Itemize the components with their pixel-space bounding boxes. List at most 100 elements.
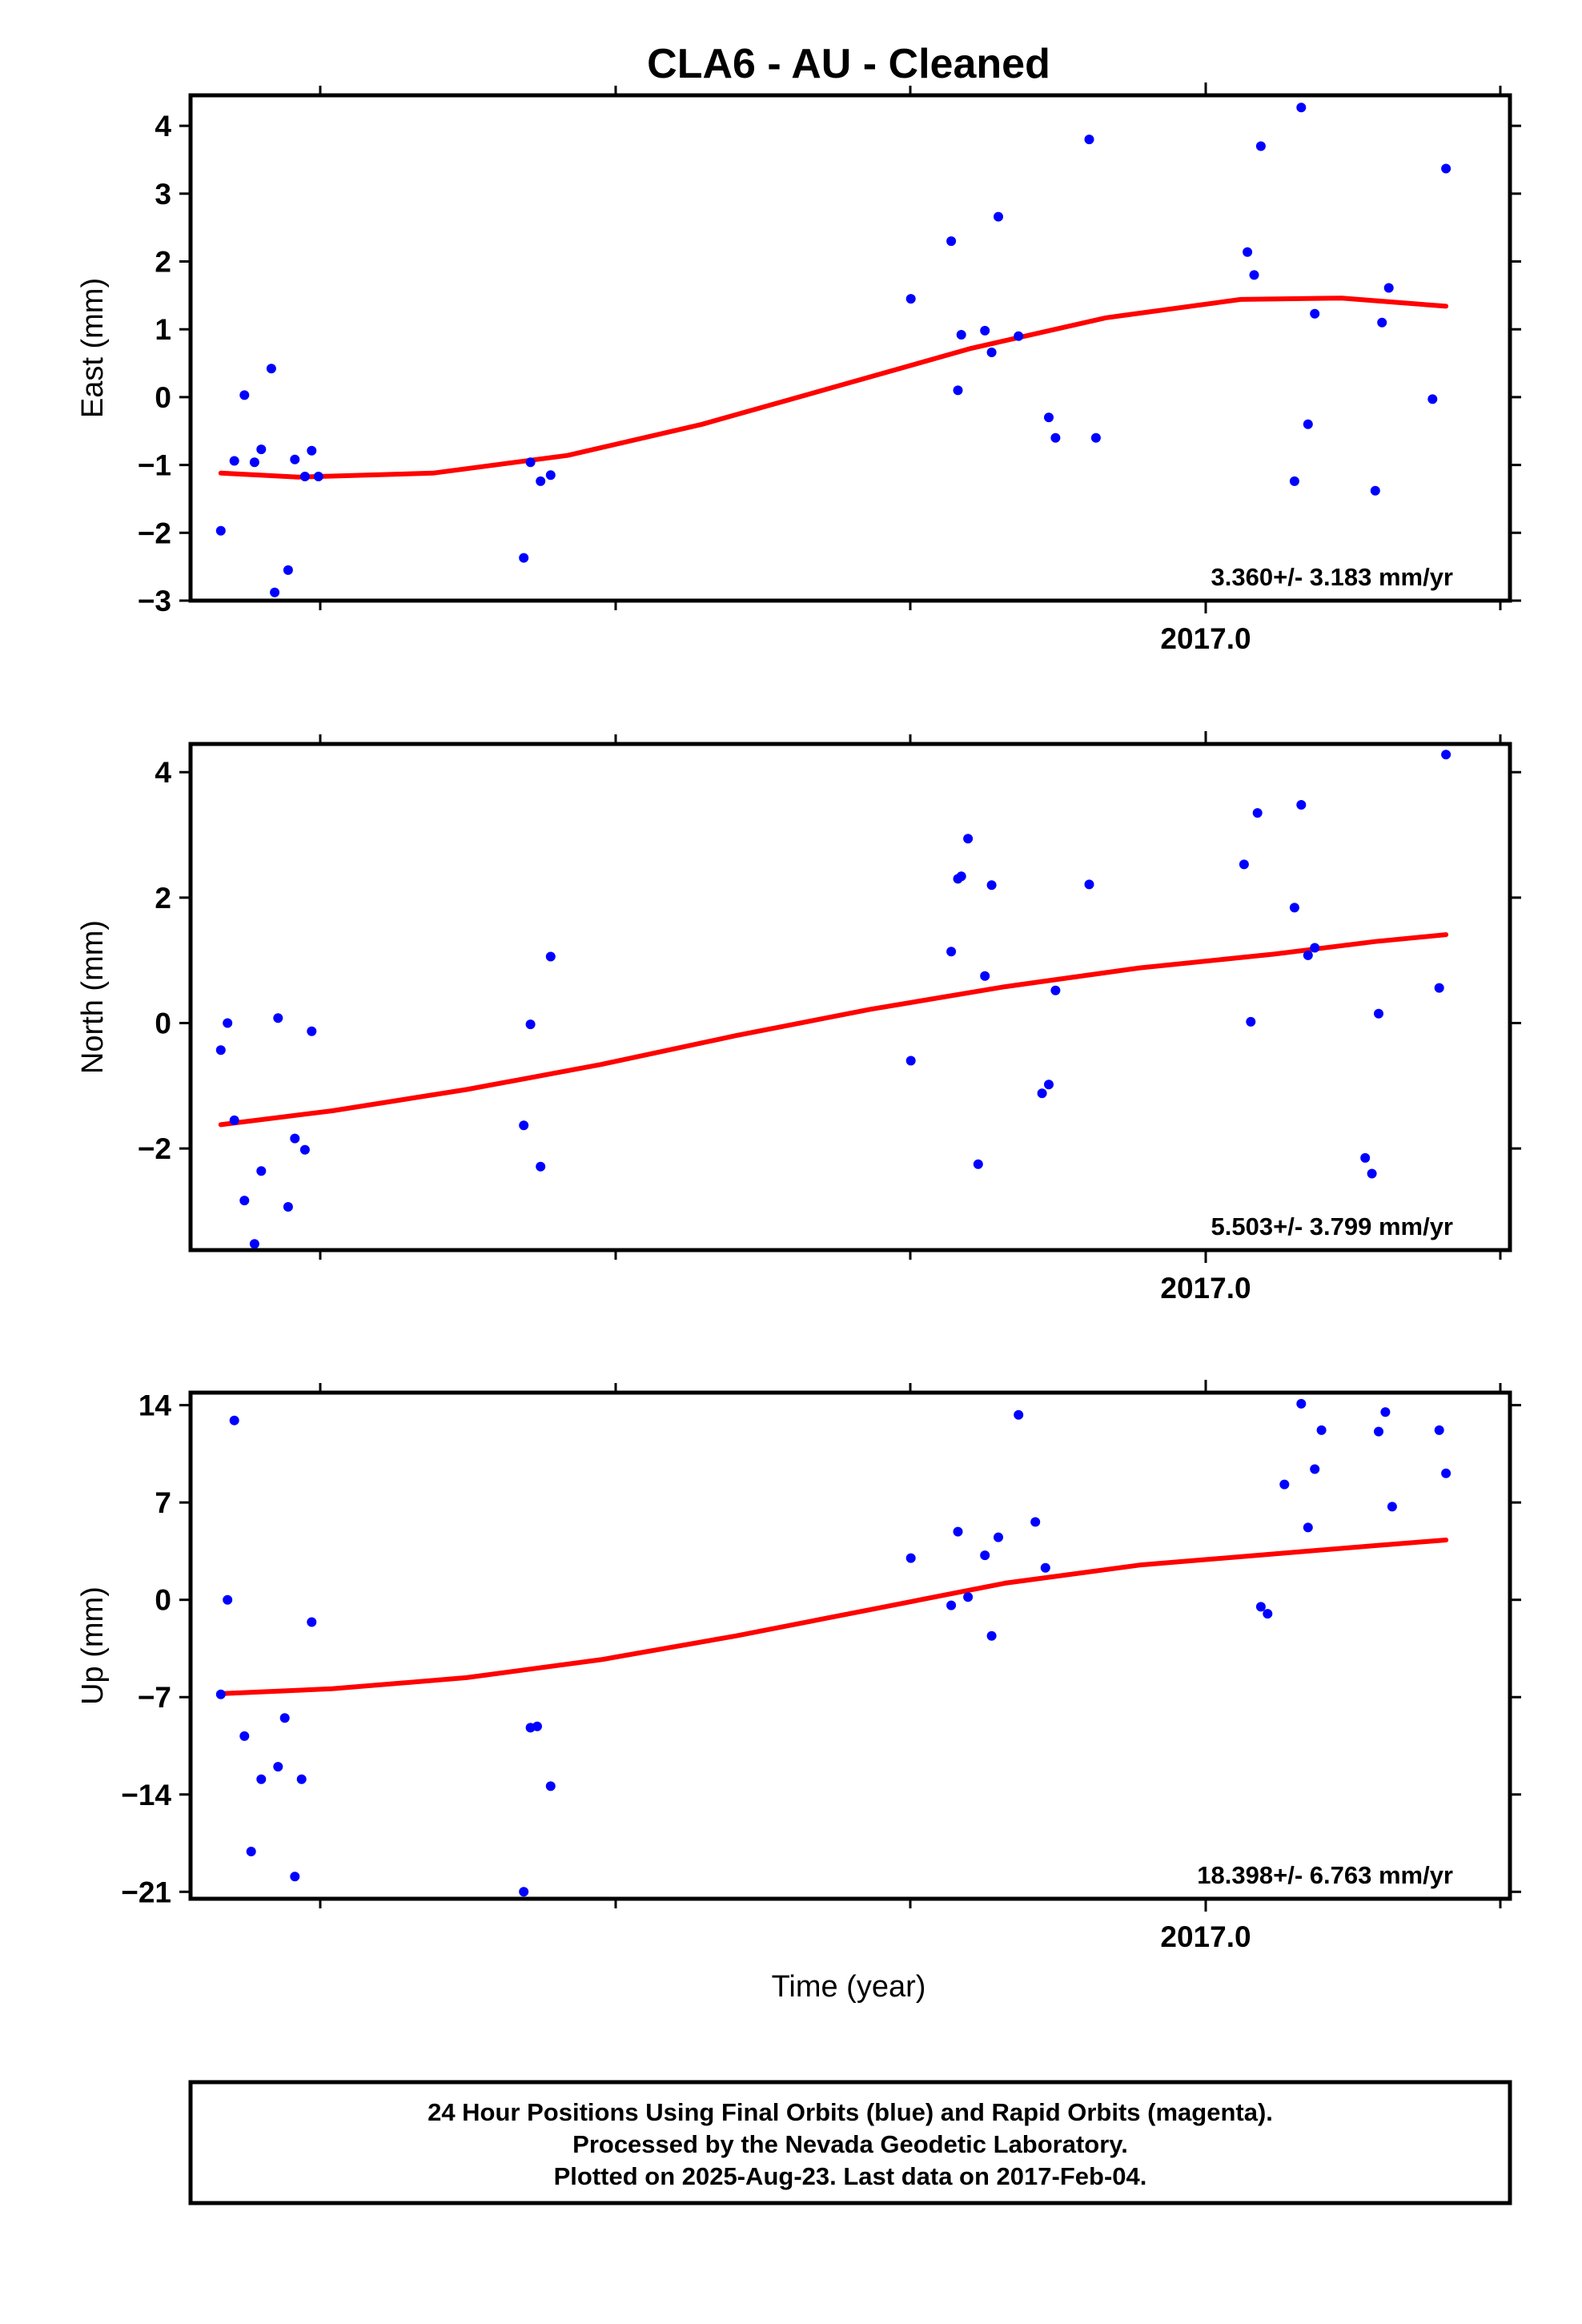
plot-frame: [188, 742, 1512, 1252]
data-point: [307, 445, 317, 456]
data-point: [946, 1600, 957, 1610]
data-point: [307, 1617, 317, 1627]
data-point: [256, 1774, 267, 1784]
data-point: [1441, 750, 1452, 760]
panel-1: 4 3 2 1 0 −1 −2 −3 2017.0 East (mm) 3.360+/- 3.183…: [76, 82, 1521, 655]
y-tick-label: 4: [155, 756, 171, 789]
data-point: [1370, 485, 1380, 496]
data-point: [1050, 985, 1061, 995]
y-axis-label: East (mm): [76, 278, 110, 418]
data-point: [963, 1592, 974, 1602]
data-point: [279, 1713, 290, 1723]
data-point: [1374, 1008, 1383, 1019]
data-point: [545, 1781, 556, 1791]
data-point: [215, 1689, 226, 1699]
y-tick-label: −3: [138, 585, 171, 617]
data-point: [963, 834, 974, 844]
x-tick-label: 2017.0: [1160, 1920, 1251, 1953]
panel-3: 14 7 0 −7 −14 −21 2017.0 Up (mm) 18.398+/- 6.763…: [76, 1380, 1521, 1953]
data-point: [229, 1415, 239, 1425]
data-point: [290, 454, 300, 464]
y-tick-label: 2: [155, 882, 171, 915]
data-point: [956, 871, 966, 882]
velocity-rate-label: 18.398+/- 6.763 mm/yr: [1197, 1861, 1453, 1889]
y-tick-label: −7: [138, 1681, 171, 1714]
trend-fit-line: [218, 932, 1449, 1128]
data-point: [905, 1055, 916, 1066]
data-point: [1050, 432, 1061, 443]
data-point: [1279, 1479, 1290, 1490]
data-point: [290, 1872, 300, 1882]
data-point: [1243, 247, 1253, 257]
data-point: [1441, 163, 1452, 174]
data-point: [313, 472, 323, 481]
data-point: [1316, 1425, 1327, 1435]
data-point: [986, 1630, 997, 1641]
data-point: [283, 1202, 293, 1212]
data-point: [1255, 141, 1266, 151]
data-point: [1044, 1080, 1054, 1090]
y-tick-label: −14: [121, 1779, 171, 1811]
data-point: [239, 390, 250, 400]
data-point: [1303, 1522, 1313, 1533]
data-point: [980, 971, 990, 981]
y-tick-label: 4: [155, 110, 171, 143]
x-tick-label: 2017.0: [1160, 622, 1251, 655]
data-point: [980, 1550, 990, 1561]
x-axis-label: Time (year): [772, 1970, 926, 2004]
y-tick-label: 2: [155, 246, 171, 279]
y-axis-label: North (mm): [76, 920, 110, 1074]
trend-fit-line: [218, 296, 1449, 480]
y-tick-label: −2: [138, 1132, 171, 1165]
data-point: [296, 1774, 307, 1784]
plot-frame: [188, 93, 1512, 603]
data-point: [1427, 394, 1438, 404]
y-tick-label: 0: [155, 381, 171, 414]
velocity-rate-label: 3.360+/- 3.183 mm/yr: [1211, 563, 1453, 591]
y-tick-label: −1: [138, 449, 171, 482]
data-point: [1014, 1409, 1024, 1420]
trend-fit-line: [218, 1538, 1449, 1696]
data-point: [1296, 1398, 1307, 1409]
data-point: [256, 1166, 267, 1176]
data-point: [536, 476, 546, 486]
footer-line-2: Processed by the Nevada Geodetic Laborat…: [572, 2130, 1128, 2158]
data-point: [532, 1721, 542, 1731]
data-point: [519, 1887, 529, 1897]
x-tick-label: 2017.0: [1160, 1272, 1251, 1305]
data-point: [273, 1013, 283, 1023]
data-point: [270, 587, 280, 597]
data-point: [1289, 903, 1299, 913]
data-point: [283, 565, 293, 575]
data-point: [307, 1026, 317, 1036]
data-point: [953, 1526, 963, 1537]
data-point: [1296, 800, 1307, 810]
data-point: [1310, 1464, 1320, 1474]
data-point: [1263, 1609, 1273, 1619]
data-point: [1246, 1016, 1256, 1027]
data-point: [1249, 270, 1259, 280]
data-point: [986, 880, 997, 891]
data-point: [299, 472, 310, 481]
data-point: [953, 385, 963, 396]
footer-box: 24 Hour Positions Using Final Orbits (bl…: [188, 2080, 1512, 2205]
data-point: [946, 947, 957, 957]
panel-2: 4 2 0 −2 2017.0 North (mm) 5.503+/- 3.799 mm/y…: [76, 731, 1521, 1305]
data-point: [1441, 1468, 1452, 1478]
data-point: [1387, 1502, 1397, 1512]
panels: 4 3 2 1 0 −1 −2 −3 2017.0 East (mm) 3.360+/- 3.183…: [76, 82, 1521, 1953]
y-axis-label: Up (mm): [76, 1586, 110, 1705]
data-point: [266, 364, 276, 374]
data-point: [1383, 283, 1394, 293]
data-point: [994, 1532, 1003, 1542]
data-point: [519, 1120, 529, 1131]
y-tick-label: 1: [155, 313, 171, 346]
data-point: [1252, 808, 1263, 818]
data-point: [986, 348, 997, 357]
velocity-rate-label: 5.503+/- 3.799 mm/yr: [1211, 1212, 1453, 1240]
data-point: [946, 236, 957, 247]
data-point: [1434, 983, 1444, 993]
data-point: [1296, 103, 1307, 113]
data-point: [1303, 419, 1313, 429]
data-point: [1040, 1562, 1050, 1573]
